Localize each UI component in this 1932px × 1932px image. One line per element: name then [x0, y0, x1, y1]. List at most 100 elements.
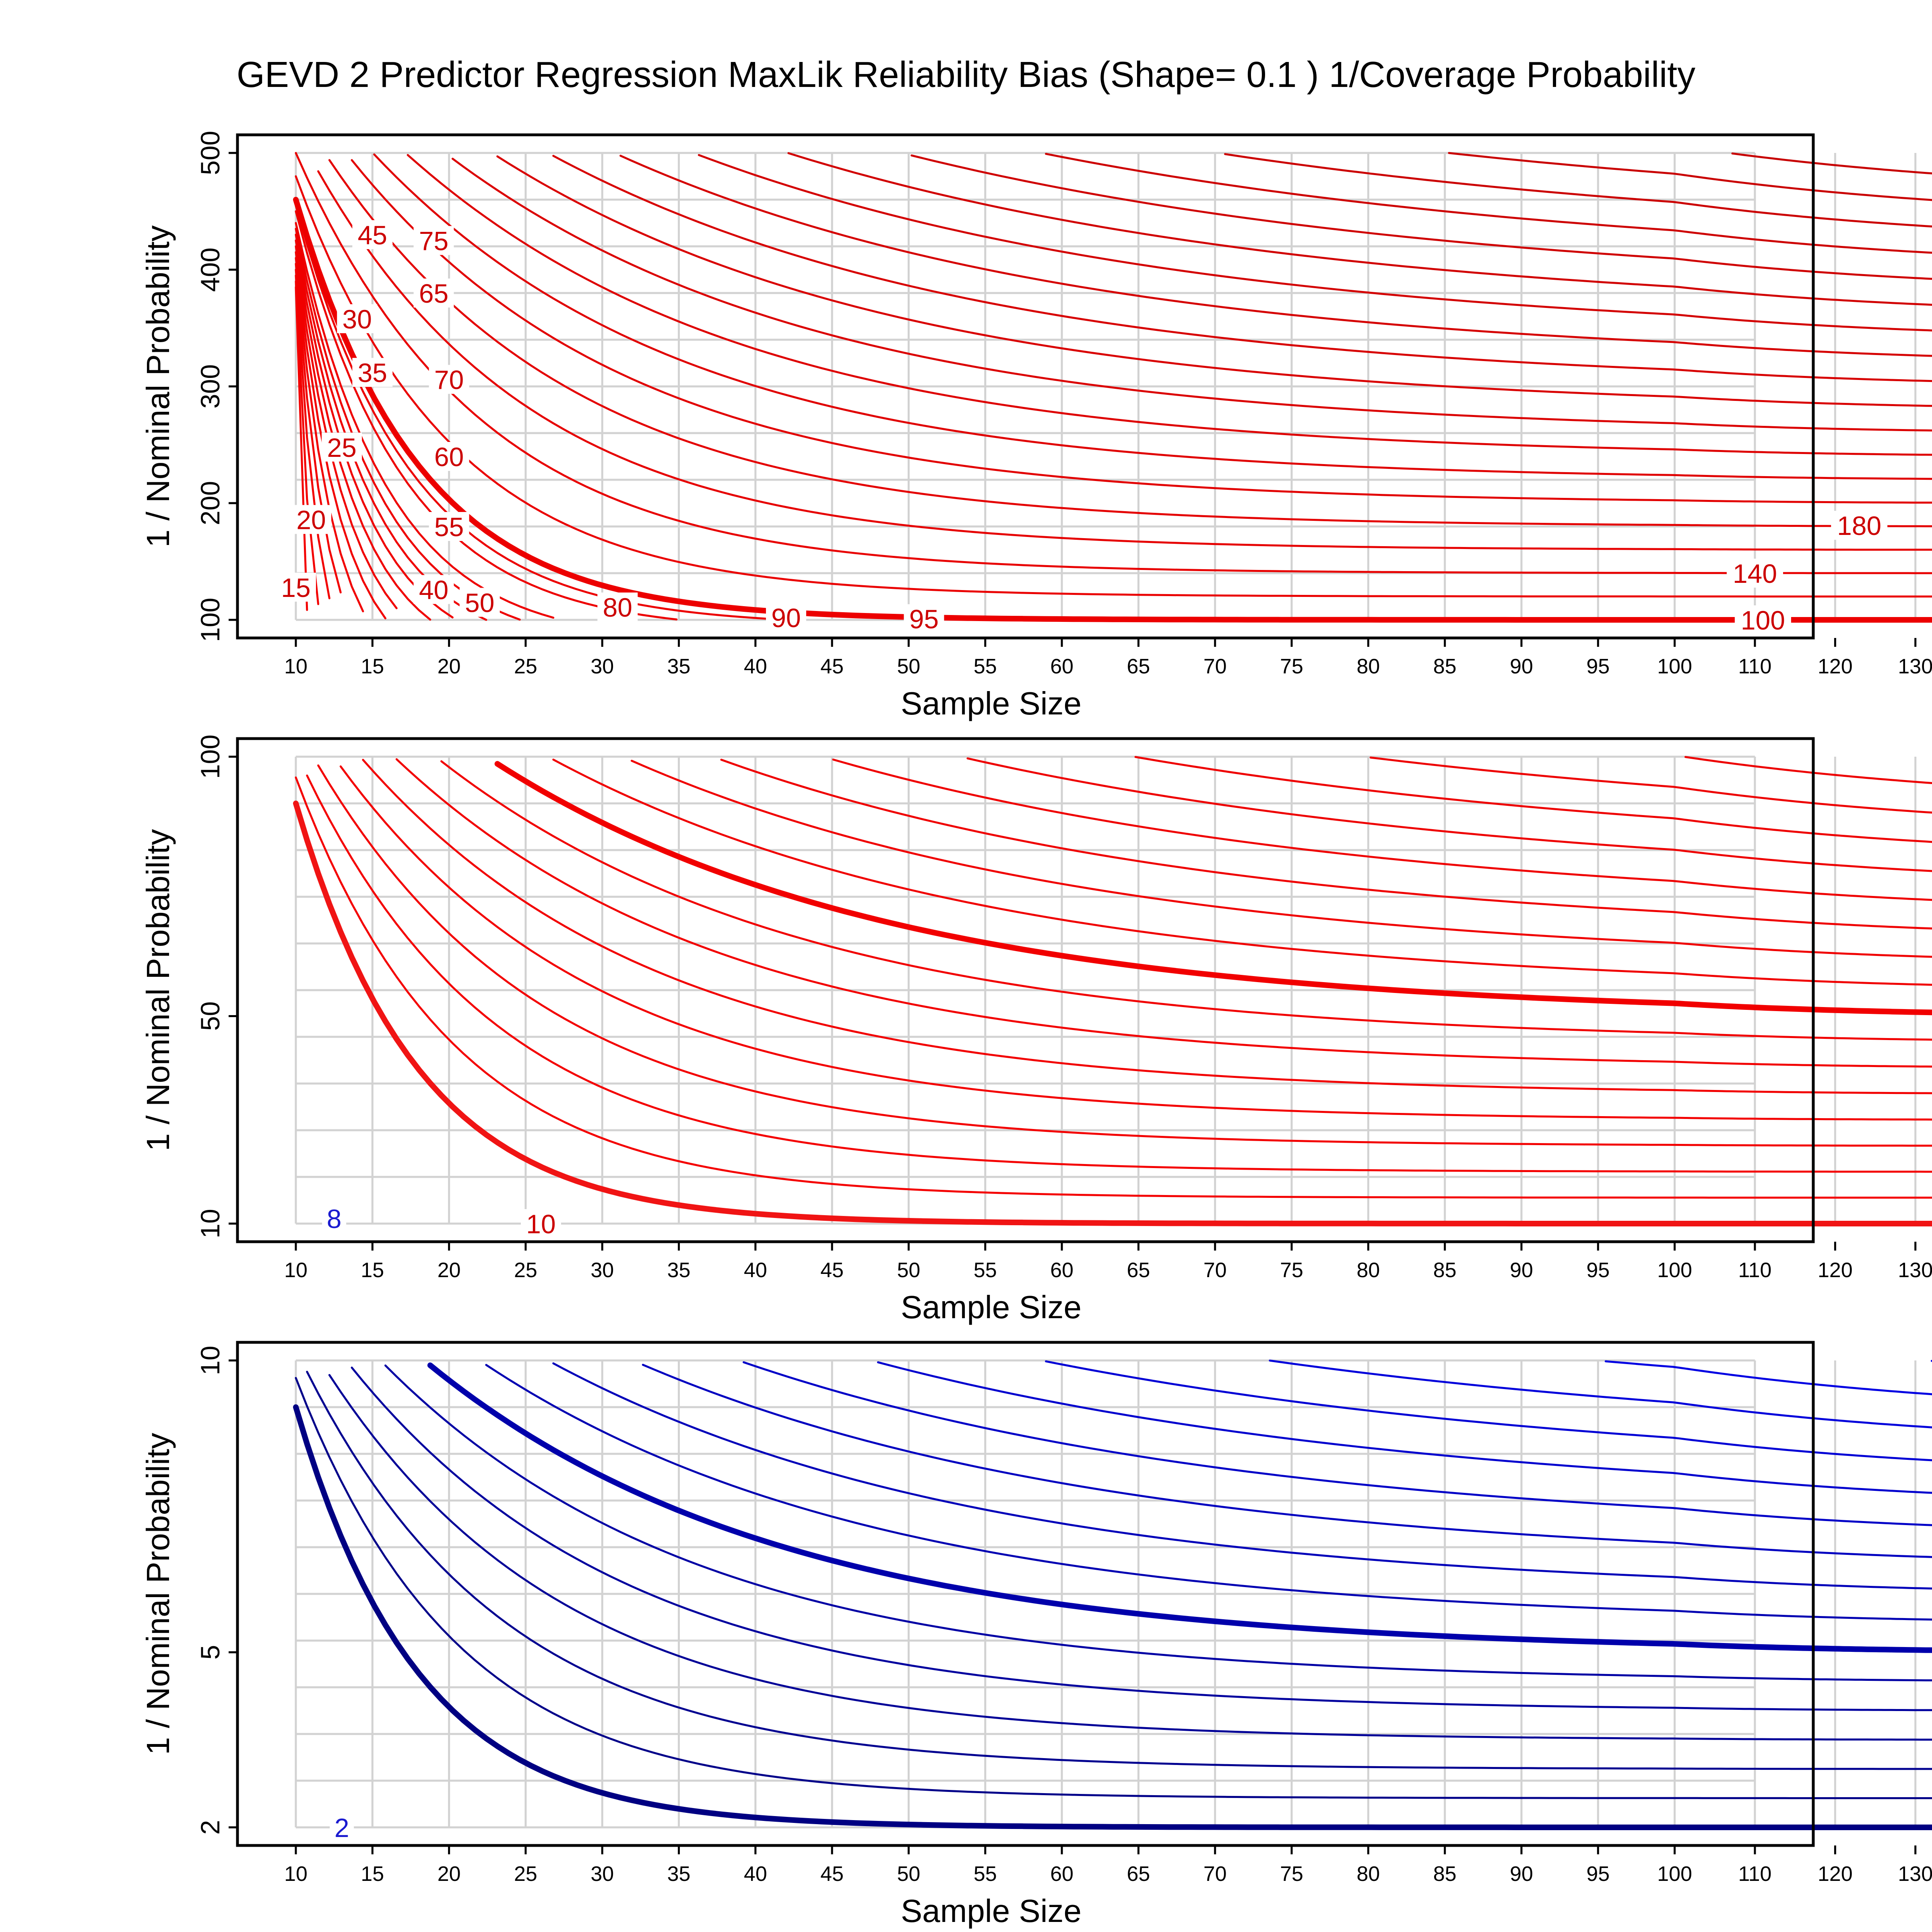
x-tick-label: 15 [361, 655, 384, 678]
contour-label: 10 [526, 1209, 555, 1239]
y-axis-label: 1 / Nominal Probability [140, 829, 176, 1151]
x-tick-label: 25 [514, 655, 537, 678]
x-tick-label: 130 [1898, 655, 1932, 678]
y-tick-label: 300 [195, 364, 225, 409]
x-tick-label: 100 [1657, 1259, 1692, 1282]
x-tick-label: 90 [1510, 655, 1533, 678]
x-tick-label: 75 [1280, 655, 1303, 678]
plot-frame [236, 1341, 1815, 1847]
x-tick-label: 65 [1127, 1259, 1150, 1282]
x-tick-label: 10 [284, 1862, 308, 1886]
contour-panel-2: 100 100 95 90 85 80 75 70 65 60 55 50 45 40 35 30 25 20 15… [140, 735, 1932, 1325]
x-tick-label: 35 [667, 1259, 691, 1282]
contour-label-bg [413, 279, 454, 308]
contour-line [1269, 1359, 1932, 1428]
x-tick-label: 30 [590, 1259, 614, 1282]
y-tick-label: 50 [195, 1001, 225, 1031]
contour-line [395, 758, 1932, 1068]
x-tick-label: 70 [1203, 655, 1227, 678]
plot-frame [236, 737, 1815, 1243]
x-tick-label: 85 [1433, 655, 1457, 678]
contour-line [295, 175, 1932, 598]
contour-label-bg [322, 1204, 347, 1233]
contour-line [295, 204, 778, 621]
contour-label: 60 [434, 442, 464, 472]
contour-line [328, 1374, 1932, 1741]
x-tick-label: 120 [1818, 655, 1853, 678]
contour-line [295, 152, 1932, 574]
x-tick-label: 95 [1586, 1862, 1610, 1886]
contour-line [295, 286, 308, 611]
contour-label-bg [337, 304, 378, 333]
x-tick-label: 100 [1657, 1862, 1692, 1886]
contour-line [440, 760, 1932, 1041]
x-tick-label: 45 [820, 655, 844, 678]
x-tick-label: 20 [438, 1259, 461, 1282]
contour-label-bg [352, 220, 393, 249]
contour-line [1684, 756, 1932, 784]
contour-line [877, 1361, 1932, 1494]
contour-line [1224, 153, 1932, 228]
contour-label: 70 [434, 365, 464, 395]
contour-line [642, 1364, 1932, 1558]
contour-line [295, 245, 431, 621]
contour-line [1448, 152, 1932, 201]
contour-line [295, 280, 320, 605]
x-tick-label: 130 [1898, 1259, 1932, 1282]
x-tick-label: 65 [1127, 1862, 1150, 1886]
contour-label-bg [322, 432, 362, 462]
contour-label-bg [291, 505, 332, 534]
contour-line [619, 155, 1932, 357]
x-tick-label: 10 [284, 1259, 308, 1282]
contour-label: 95 [909, 604, 939, 634]
x-tick-label: 40 [744, 1259, 767, 1282]
x-tick-label: 45 [820, 1259, 844, 1282]
x-tick-label: 75 [1280, 1259, 1303, 1282]
contour-label-bg [904, 604, 944, 634]
contour-line [966, 757, 1932, 872]
contour-label: 20 [296, 505, 326, 535]
x-tick-label: 50 [897, 1862, 921, 1886]
contour-label: 40 [419, 575, 448, 605]
contour-label-bg [459, 588, 500, 617]
contour-line [451, 157, 1932, 432]
contour-line [293, 197, 1932, 623]
contour-line [910, 154, 1932, 280]
y-tick-label: 100 [195, 735, 225, 779]
contour-line [317, 170, 1932, 551]
x-tick-label: 80 [1356, 1259, 1380, 1282]
contour-label-bg [597, 592, 638, 622]
x-tick-label: 60 [1050, 655, 1073, 678]
contour-label-bg [276, 572, 316, 602]
x-tick-label: 85 [1433, 1862, 1457, 1886]
x-tick-label: 110 [1738, 655, 1772, 678]
contour-label: 45 [358, 220, 387, 250]
x-tick-label: 40 [744, 655, 767, 678]
contour-label-bg [521, 1209, 561, 1238]
contour-label-bg [1727, 559, 1783, 588]
x-tick-label: 65 [1127, 655, 1150, 678]
contour-line [1731, 152, 1932, 175]
contour-label: 90 [771, 603, 801, 633]
contour-line [552, 1362, 1932, 1590]
contour-line [351, 159, 1932, 504]
x-tick-label: 110 [1738, 1259, 1772, 1282]
contour-line [351, 1366, 1932, 1711]
x-tick-label: 25 [514, 1862, 537, 1886]
contour-panel-3: 109.598.587.576.565.554.543.532.52101520… [140, 1341, 1932, 1929]
contour-line [339, 765, 1932, 1121]
x-tick-label: 15 [361, 1259, 384, 1282]
x-tick-label: 120 [1818, 1862, 1853, 1886]
contour-line [317, 764, 1932, 1147]
contour-label: 50 [465, 588, 494, 618]
contour-line [293, 801, 1932, 1226]
contour-line [485, 1364, 1932, 1621]
x-tick-label: 80 [1356, 1862, 1380, 1886]
contour-label: 8 [327, 1204, 342, 1234]
x-tick-label: 50 [897, 655, 921, 678]
contour-label: 80 [603, 592, 632, 622]
x-tick-label: 85 [1433, 1259, 1457, 1282]
contour-line [295, 257, 386, 619]
contour-label-bg [352, 358, 393, 387]
contour-line [293, 1404, 1932, 1830]
